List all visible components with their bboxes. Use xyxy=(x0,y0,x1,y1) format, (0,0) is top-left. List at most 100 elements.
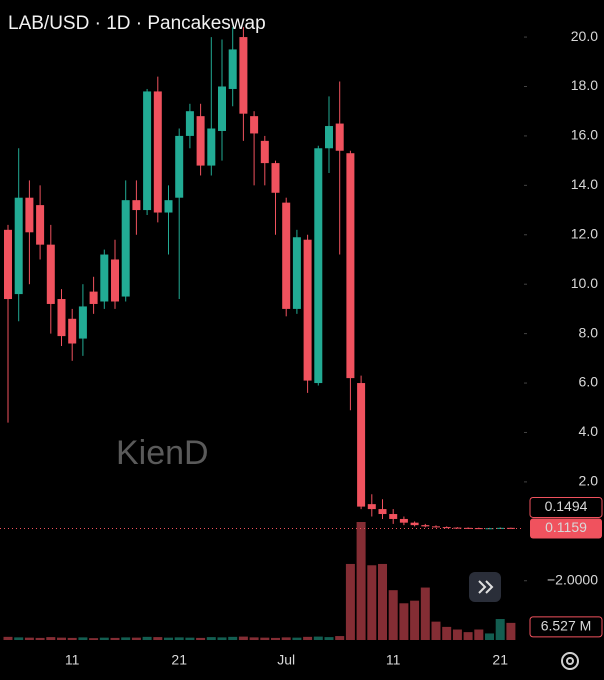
candle-body xyxy=(432,526,440,528)
volume-bar xyxy=(313,636,323,640)
candle-body xyxy=(357,383,366,507)
candle-body xyxy=(68,318,77,344)
volume-bar xyxy=(153,637,163,640)
candle-body xyxy=(485,528,494,530)
candle-body xyxy=(367,504,376,510)
candle-body xyxy=(453,527,462,529)
candle-body xyxy=(14,197,23,295)
candle-body xyxy=(314,148,323,384)
volume-bar xyxy=(206,637,216,640)
y-tick-label: 16.0 xyxy=(571,127,598,143)
volume-bar xyxy=(335,636,345,640)
volume-bar xyxy=(506,622,516,640)
volume-bar xyxy=(388,590,398,640)
y-tick-label: 20.0 xyxy=(571,28,598,44)
volume-marker: 6.527 M xyxy=(541,618,592,634)
volume-bar xyxy=(238,636,248,640)
y-tick-label: 12.0 xyxy=(571,225,598,241)
candle-body xyxy=(218,86,226,131)
volume-bar xyxy=(196,637,206,640)
volume-bar xyxy=(24,637,34,640)
volume-bar xyxy=(164,637,173,640)
candle-body xyxy=(506,527,515,529)
candle-body xyxy=(175,135,184,198)
volume-bar xyxy=(399,603,409,640)
volume-bar xyxy=(217,637,227,640)
y-tick-label: 2.0 xyxy=(579,473,599,489)
candle-body xyxy=(378,509,387,515)
price-marker: 0.1159 xyxy=(545,519,587,535)
volume-bar xyxy=(271,637,280,640)
volume-bar xyxy=(89,638,99,640)
candle-body xyxy=(4,229,12,300)
candle-body xyxy=(239,37,248,114)
scroll-button[interactable] xyxy=(469,572,501,602)
volume-bar xyxy=(131,637,141,640)
volume-bar xyxy=(110,637,120,640)
candle-body xyxy=(442,527,451,529)
y-tick-label: 8.0 xyxy=(579,324,599,340)
volume-bar xyxy=(99,637,109,640)
candle-body xyxy=(260,140,269,164)
volume-bar xyxy=(442,626,452,640)
candle-body xyxy=(282,202,291,309)
y-tick-label: −2.0000 xyxy=(547,571,598,587)
volume-bar xyxy=(67,637,77,640)
volume-bar xyxy=(474,629,484,640)
volume-marker-box xyxy=(529,616,603,638)
candle-body xyxy=(78,306,87,339)
volume-bar xyxy=(14,637,24,640)
candle-body xyxy=(335,123,344,151)
volume-bar xyxy=(367,565,377,640)
chart-title: LAB/USD · 1D · Pancakeswap xyxy=(8,13,266,34)
x-tick-label: 11 xyxy=(386,652,401,668)
settings-button[interactable] xyxy=(561,652,579,670)
x-tick-label: Jul xyxy=(277,652,295,668)
candle-body xyxy=(111,259,119,302)
volume-bar xyxy=(35,637,45,640)
y-tick-label: 4.0 xyxy=(579,423,599,439)
candle-body xyxy=(196,116,205,166)
volume-bar xyxy=(303,636,313,640)
candle-body xyxy=(57,299,66,337)
volume-bar xyxy=(3,636,13,640)
volume-bar xyxy=(121,637,131,640)
candle-body xyxy=(207,128,216,166)
candle-body xyxy=(25,197,34,233)
volume-bar xyxy=(281,637,291,640)
candle-body xyxy=(303,239,312,381)
x-tick-label: 21 xyxy=(492,652,508,668)
price-marker-box xyxy=(529,496,603,518)
y-tick-label: 14.0 xyxy=(571,176,598,192)
y-tick-label: 10.0 xyxy=(571,275,598,291)
volume-bar xyxy=(249,637,259,640)
candle-body xyxy=(271,163,280,193)
candle-body xyxy=(346,153,355,379)
candle-body xyxy=(228,49,237,89)
volume-bar xyxy=(185,637,195,640)
y-tick-label: 18.0 xyxy=(571,77,598,93)
volume-bar xyxy=(142,636,152,640)
volume-bar xyxy=(463,632,473,640)
candle-body xyxy=(46,244,55,304)
price-marker: 0.1494 xyxy=(545,498,588,514)
candle-body xyxy=(100,254,109,302)
candle-body xyxy=(143,91,152,211)
volume-bar xyxy=(78,637,88,640)
candle-body xyxy=(399,518,408,523)
volume-bar xyxy=(431,621,441,640)
candle-body xyxy=(121,200,130,297)
candle-body xyxy=(325,126,333,149)
candle-body xyxy=(292,237,301,309)
volume-bar xyxy=(292,637,302,640)
candle-body xyxy=(89,291,98,304)
candle-body xyxy=(36,205,45,245)
settings-icon-center[interactable] xyxy=(566,657,574,665)
volume-bar xyxy=(452,629,462,640)
volume-bar xyxy=(57,637,66,640)
settings-icon[interactable] xyxy=(561,652,579,670)
candle-body xyxy=(164,200,173,213)
scroll-icon[interactable] xyxy=(478,580,494,594)
volume-bar xyxy=(228,636,238,640)
